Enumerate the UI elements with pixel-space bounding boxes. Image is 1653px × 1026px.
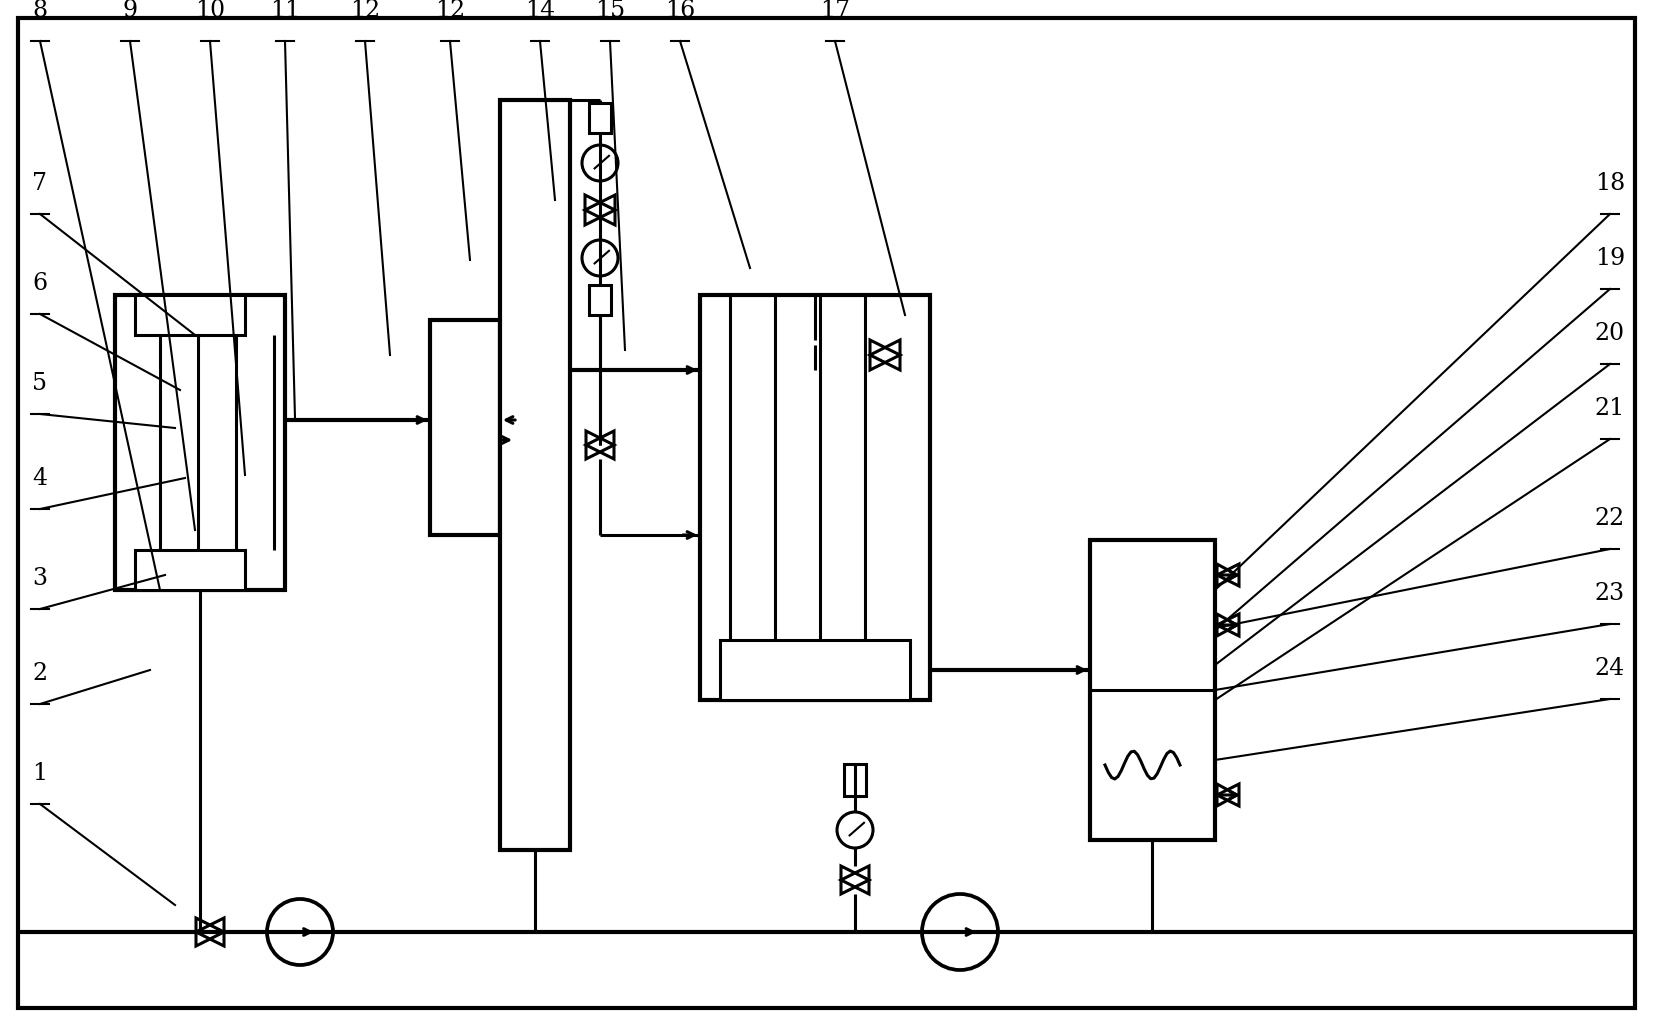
Text: 15: 15 [595, 0, 625, 22]
Text: 23: 23 [1595, 582, 1625, 605]
Text: 24: 24 [1595, 657, 1625, 680]
Bar [588, 103, 612, 133]
Text: 8: 8 [33, 0, 48, 22]
Text: 10: 10 [195, 0, 225, 22]
Bar [136, 550, 245, 590]
Text: 22: 22 [1595, 507, 1625, 530]
Text: 4: 4 [33, 467, 48, 490]
Text: 7: 7 [33, 172, 48, 195]
Text: 20: 20 [1595, 322, 1625, 345]
Bar [136, 295, 245, 336]
Text: 2: 2 [33, 662, 48, 685]
Bar [1089, 540, 1215, 840]
Bar [721, 640, 911, 700]
Bar [588, 285, 612, 315]
Text: 9: 9 [122, 0, 137, 22]
Bar [499, 100, 570, 850]
Bar [699, 295, 931, 700]
Text: 11: 11 [269, 0, 301, 22]
Text: 17: 17 [820, 0, 850, 22]
Text: 19: 19 [1595, 247, 1625, 270]
Bar [430, 320, 499, 535]
Text: 16: 16 [665, 0, 696, 22]
Bar [845, 764, 866, 796]
Text: 21: 21 [1595, 397, 1625, 420]
Text: 6: 6 [33, 272, 48, 295]
Text: 12: 12 [435, 0, 464, 22]
Text: 14: 14 [526, 0, 555, 22]
Text: 5: 5 [33, 372, 48, 395]
Text: 18: 18 [1595, 172, 1625, 195]
Text: 12: 12 [350, 0, 380, 22]
Text: 1: 1 [33, 762, 48, 785]
Bar [116, 295, 284, 590]
Text: 3: 3 [33, 567, 48, 590]
